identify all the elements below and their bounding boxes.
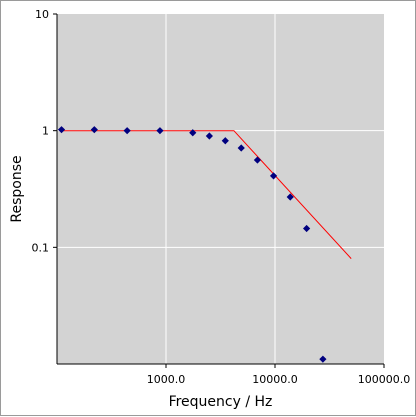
data-point [156, 127, 164, 135]
data-point [90, 126, 98, 134]
x-tick-label: 10000.0 [252, 373, 298, 386]
data-point [123, 127, 131, 135]
data-series [57, 126, 352, 363]
axis-ticks: 1000.0 10000.0 100000.0 0.1 1 10 [32, 8, 411, 386]
axes [56, 14, 384, 365]
x-tick-label: 100000.0 [358, 373, 411, 386]
data-point [221, 137, 229, 145]
x-axis-label: Frequency / Hz [169, 394, 273, 410]
fit-line [61, 130, 352, 259]
data-point [253, 156, 262, 164]
data-point [189, 129, 197, 137]
y-tick-label: 1 [42, 125, 49, 138]
data-point [303, 224, 311, 233]
x-tick-label: 1000.0 [147, 373, 186, 386]
data-point [269, 172, 278, 180]
data-point [57, 126, 66, 134]
data-point [319, 355, 327, 363]
y-tick-label: 10 [35, 8, 49, 21]
plot-area [57, 14, 384, 364]
y-axis-label: Response [9, 155, 25, 222]
data-point [205, 132, 213, 140]
data-point [286, 193, 294, 201]
data-point [237, 144, 245, 152]
y-tick-label: 0.1 [32, 241, 50, 254]
